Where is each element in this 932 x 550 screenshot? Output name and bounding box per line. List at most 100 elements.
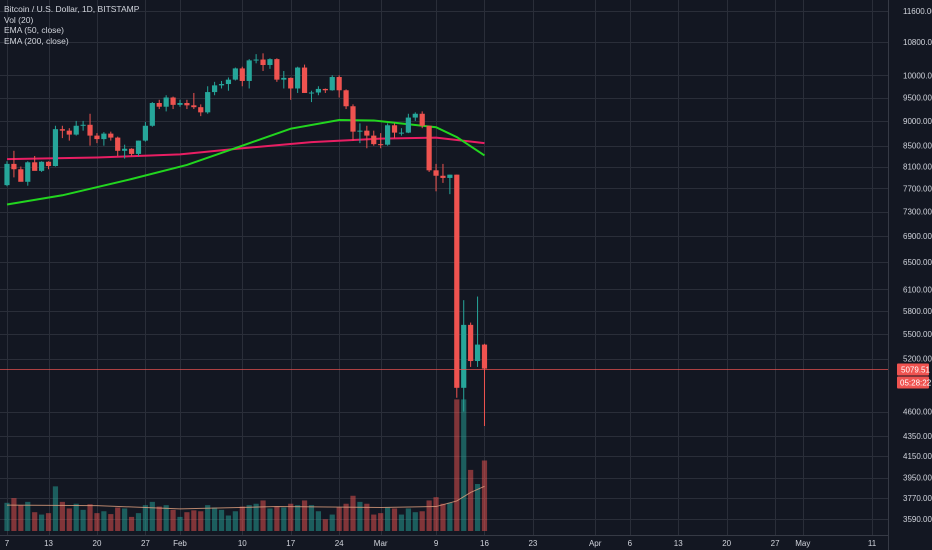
candle-body [433, 170, 439, 176]
candle [191, 92, 197, 110]
candle-body [440, 175, 446, 178]
candle [426, 125, 432, 172]
price-tick-label: 9500.00 [903, 94, 932, 103]
volume-bar [25, 501, 31, 531]
last-price-label: 5079.51 [901, 366, 930, 375]
candle [481, 343, 488, 426]
candle-body [45, 161, 52, 167]
candle [371, 130, 377, 146]
candle-body [336, 77, 342, 91]
volume-bar [101, 511, 107, 531]
countdown-label: 05:28:22 [900, 379, 932, 388]
candle-body [122, 148, 128, 151]
candle [260, 53, 266, 71]
volume-bar [398, 514, 405, 531]
candle [142, 121, 148, 142]
volume-bar [357, 501, 363, 531]
candle [329, 75, 335, 91]
price-tick-label: 8100.00 [903, 163, 932, 172]
candle [295, 66, 301, 93]
volume-bar [308, 505, 315, 531]
candle [66, 128, 72, 141]
candle-body [239, 68, 245, 81]
price-tick-label: 7700.00 [903, 184, 932, 193]
price-tick-label: 11600.00 [903, 7, 932, 16]
candle [18, 166, 24, 182]
candle [184, 99, 190, 110]
time-tick-label: 23 [528, 539, 537, 548]
volume-bar [212, 507, 218, 531]
candle-body [281, 77, 287, 80]
candle-body [322, 88, 328, 91]
candle [39, 161, 45, 172]
candle [52, 125, 59, 167]
candle-body [32, 162, 38, 171]
volume-bar [322, 519, 328, 531]
candle [246, 59, 252, 89]
volume-bar [198, 511, 204, 531]
candle [315, 86, 321, 96]
candle-body [52, 129, 59, 167]
volume-bar [225, 515, 232, 531]
legend-ema50: EMA (50, close) [4, 25, 64, 35]
candle-body [301, 67, 308, 93]
volume-bar [468, 469, 474, 531]
volume-bar [253, 503, 259, 531]
volume-bar [32, 512, 38, 531]
time-tick-label: 10 [238, 539, 247, 548]
candle [281, 70, 287, 89]
volume-bar [59, 501, 65, 531]
candle [170, 96, 176, 110]
candle [4, 161, 10, 187]
time-tick-label: 13 [674, 539, 683, 548]
volume-bar [191, 510, 197, 531]
candle [412, 112, 418, 121]
volume-bar [108, 514, 114, 531]
time-tick-label: 20 [722, 539, 731, 548]
candle [433, 163, 439, 192]
candle-body [274, 59, 280, 80]
candle-body [108, 133, 114, 138]
candle-body [4, 163, 10, 186]
time-tick-label: Mar [374, 539, 388, 548]
candle [419, 111, 425, 129]
volume-bar [447, 502, 453, 531]
candle [454, 174, 460, 398]
volume-bar [232, 511, 238, 531]
volume-bar [440, 503, 446, 531]
volume-bar [128, 516, 135, 531]
candle-body [364, 130, 370, 136]
candle-body [59, 129, 65, 131]
volume-bar [218, 509, 225, 531]
volume-bar [205, 505, 211, 531]
candle [461, 300, 467, 412]
volume-bar [301, 500, 308, 531]
candle-body [468, 324, 474, 362]
candle-body [80, 124, 86, 126]
candle [343, 89, 349, 110]
candle-body [87, 124, 93, 136]
volume-bar [433, 497, 439, 531]
chart-legend: Bitcoin / U.S. Dollar, 1D, BITSTAMP Vol … [4, 4, 139, 46]
candle [135, 140, 142, 156]
candle [378, 133, 384, 149]
volume-bar [385, 507, 391, 531]
volume-bar [142, 505, 148, 531]
candle-body [391, 125, 398, 133]
candle [385, 123, 391, 146]
candle-body [205, 92, 211, 113]
time-tick-label: 20 [93, 539, 102, 548]
volume-bar [80, 509, 86, 531]
volume-bar [52, 486, 59, 531]
candle [80, 120, 86, 131]
candle-body [18, 169, 24, 182]
price-tick-label: 7300.00 [903, 208, 932, 217]
candle [232, 67, 238, 81]
candle [128, 148, 135, 156]
legend-ema200: EMA (200, close) [4, 35, 69, 46]
volume-bar [177, 516, 183, 531]
candle [322, 88, 328, 93]
volume-bar [419, 511, 425, 531]
